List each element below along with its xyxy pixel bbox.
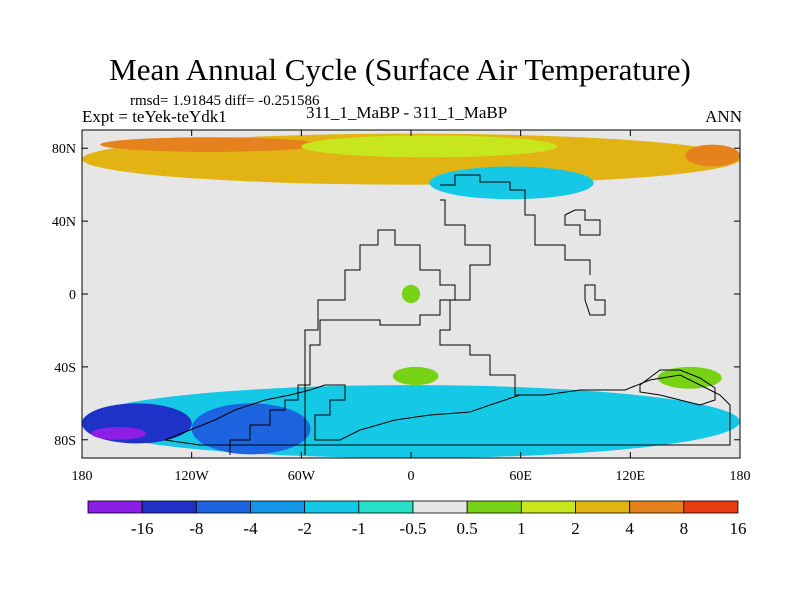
colorbar-swatch [304,500,360,514]
y-tick-label: 40S [54,361,76,376]
colorbar-swatch [358,500,414,514]
colorbar-label: -4 [243,519,258,538]
axes: 180 120W 60W 0 60E 120E 180 80N 40N 0 40S 80S [52,130,751,484]
region-antarctic-extreme-cooling [91,427,146,440]
region-north-atlantic-cooling [429,166,594,200]
x-tick-label: 180 [730,469,751,484]
region-arctic-warming-west [100,137,320,152]
experiment-label: Expt = teYek-teYdk1 [82,107,227,126]
coastline-east-asia [564,209,606,316]
colorbar-swatch [87,500,143,514]
colorbar-label: 8 [680,519,689,538]
colorbar-label: 2 [571,519,580,538]
x-tick-label: 0 [408,469,415,484]
colorbar-swatch [520,500,576,514]
region-central-atlantic-warming [401,284,421,304]
coastlines [164,174,731,455]
y-tick-label: 80S [54,434,76,449]
chart-title: Mean Annual Cycle (Surface Air Temperatu… [109,52,691,87]
colorbar-swatch [683,500,739,514]
colorbar-swatch [195,500,251,514]
colorbar-swatch [412,500,468,514]
region-indian-ocean-warming [657,366,722,389]
rmsd-diff-stats: rmsd= 1.91845 diff= -0.251586 [130,93,320,109]
colorbar-label: -2 [298,519,312,538]
region-arctic-strong-warming-east [685,144,740,167]
colorbar-swatch [250,500,306,514]
x-tick-label: 120E [616,469,646,484]
colorbar-label: 0.5 [457,519,478,538]
x-tick-label: 60W [288,469,316,484]
x-tick-label: 180 [72,469,93,484]
coastline-antarctica [164,374,731,446]
colorbar-swatch [629,500,685,514]
x-tick-label: 60E [509,469,532,484]
coastline-americas [229,229,456,455]
x-tick-label: 120W [175,469,210,484]
y-tick-label: 80N [52,142,76,157]
period-label: ANN [705,107,742,126]
chart-subtitle: 311_1_MaBP - 311_1_MaBP [306,103,508,122]
region-arctic-mild-band [301,135,558,158]
y-tick-label: 40N [52,215,76,230]
colorbar-label: 4 [625,519,634,538]
colorbar-swatch [466,500,522,514]
coastline-greenland-africa [439,174,591,396]
region-weddell-cooling [191,403,311,455]
y-tick-label: 0 [69,288,76,303]
region-south-atlantic-warming [392,366,439,386]
coastline-australia [639,369,716,406]
colorbar-label: -1 [352,519,366,538]
colorbar: -16 -8 -4 -2 -1 -0.5 0.5 1 2 4 8 16 [87,500,747,538]
colorbar-swatch [141,500,197,514]
colorbar-label: -0.5 [400,519,427,538]
colorbar-swatch [575,500,631,514]
colorbar-label: -8 [189,519,203,538]
colorbar-label: -16 [131,519,154,538]
colorbar-label: 16 [730,519,747,538]
colorbar-label: 1 [517,519,526,538]
